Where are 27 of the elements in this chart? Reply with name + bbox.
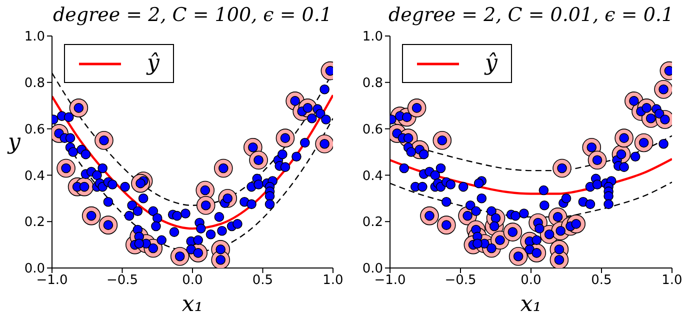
y-tick-label: 0.6: [24, 122, 45, 138]
x-axis-title: x₁: [180, 292, 204, 317]
line-series: [52, 94, 333, 230]
x-tick-label: 0.5: [252, 273, 274, 288]
y-tick-label: 0.8: [362, 76, 383, 92]
chart-title: degree = 2, C = 100, ϵ = 0.1: [52, 4, 334, 26]
legend-label: ŷ: [485, 51, 498, 76]
legend-label: ŷ: [147, 51, 160, 76]
chart-title: degree = 2, C = 0.01, ϵ = 0.1: [387, 4, 675, 26]
y-tick-label: 0.8: [24, 76, 45, 92]
y-tick-label: 0.2: [362, 215, 383, 230]
y-tick-label: 0.2: [24, 215, 45, 230]
x-tick-label: 1.0: [662, 273, 682, 288]
x-tick-label: 1.0: [322, 273, 344, 288]
y-tick-label: 1.0: [362, 30, 383, 45]
x-tick-label: 0.0: [520, 273, 542, 288]
y-tick-label: 0.4: [24, 168, 45, 184]
line-series: [390, 158, 672, 195]
x-tick-label: −0.5: [106, 273, 138, 288]
x-tick-label: 0.0: [182, 273, 203, 288]
x-axis-title: x₁: [519, 292, 543, 317]
y-axis-title: y: [8, 130, 20, 155]
y-tick-label: 0.4: [362, 168, 383, 184]
y-tick-label: 1.0: [24, 30, 45, 45]
x-tick-label: 0.5: [591, 273, 612, 288]
x-tick-label: −0.5: [444, 273, 476, 288]
y-tick-label: 0.6: [362, 122, 383, 138]
